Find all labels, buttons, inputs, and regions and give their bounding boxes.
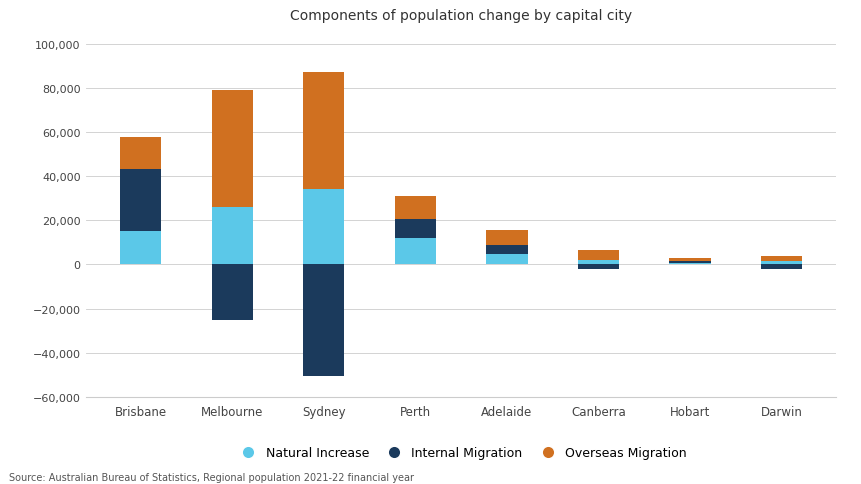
Bar xyxy=(760,257,801,261)
Bar xyxy=(486,254,527,265)
Bar xyxy=(577,265,618,270)
Title: Components of population change by capital city: Components of population change by capit… xyxy=(290,9,631,23)
Bar xyxy=(212,91,252,207)
Bar xyxy=(212,207,252,265)
Legend: Natural Increase, Internal Migration, Overseas Migration: Natural Increase, Internal Migration, Ov… xyxy=(232,443,690,463)
Bar xyxy=(577,260,618,265)
Bar xyxy=(669,261,709,264)
Bar xyxy=(394,197,436,219)
Bar xyxy=(669,259,709,261)
Bar xyxy=(121,138,161,170)
Bar xyxy=(486,246,527,254)
Bar xyxy=(394,219,436,238)
Bar xyxy=(760,261,801,265)
Bar xyxy=(394,238,436,265)
Text: Source: Australian Bureau of Statistics, Regional population 2021-22 financial y: Source: Australian Bureau of Statistics,… xyxy=(9,471,413,482)
Bar xyxy=(486,230,527,246)
Bar xyxy=(760,265,801,270)
Bar xyxy=(669,264,709,265)
Bar xyxy=(303,190,344,265)
Bar xyxy=(577,251,618,260)
Bar xyxy=(121,170,161,231)
Bar xyxy=(121,231,161,265)
Bar xyxy=(212,265,252,320)
Bar xyxy=(303,73,344,190)
Bar xyxy=(303,265,344,376)
